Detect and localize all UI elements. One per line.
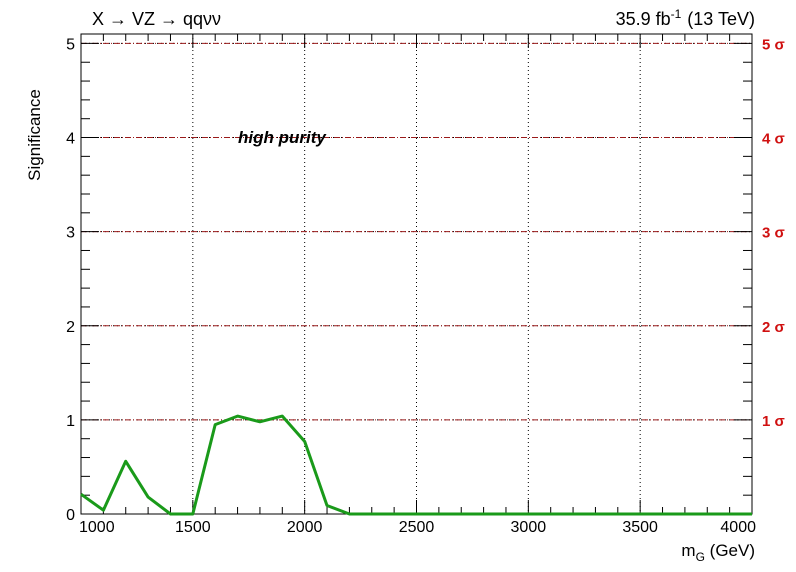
sigma-label: 4 σ: [762, 131, 785, 148]
x-tick-label: 3500: [622, 519, 658, 536]
grid-layer: [81, 34, 752, 514]
x-axis-title-sub: G: [696, 550, 705, 564]
sigma-lines: [81, 42, 752, 421]
y-tick-label: 3: [66, 225, 75, 242]
sigma-label: 1 σ: [762, 413, 785, 430]
y-tick-label: 4: [66, 131, 75, 148]
energy-label: (13 TeV): [687, 9, 755, 29]
y-tick-label: 0: [66, 507, 75, 524]
lumi-value: 35.9 fb: [616, 9, 671, 29]
x-axis-title-unit: (GeV): [705, 541, 755, 560]
x-axis-title-main: m: [681, 541, 695, 560]
lumi-label: 35.9 fb-1 (13 TeV): [616, 7, 755, 29]
x-tick-label: 2500: [399, 519, 435, 536]
series-layer: [80, 414, 752, 516]
purity-annotation: high purity: [238, 128, 327, 147]
sigma-label: 3 σ: [762, 225, 785, 242]
y-tick-label: 2: [66, 319, 75, 336]
y-tick-label: 5: [66, 36, 75, 53]
chart-title: X → VZ → qqνν: [92, 9, 221, 29]
x-tick-label: 3000: [511, 519, 547, 536]
x-tick-label: 1000: [79, 519, 115, 536]
x-tick-label: 4000: [720, 519, 756, 536]
lumi-unit-exponent: -1: [671, 7, 682, 21]
y-tick-label: 1: [66, 413, 75, 430]
sigma-label: 5 σ: [762, 36, 785, 53]
x-axis-title: mG (GeV): [681, 541, 755, 564]
x-tick-label: 1500: [175, 519, 211, 536]
y-axis-title: Significance: [25, 89, 44, 181]
significance-series-line: [80, 414, 752, 516]
axis-ticks: [80, 34, 753, 515]
x-tick-label: 2000: [287, 519, 323, 536]
sigma-label: 2 σ: [762, 319, 785, 336]
tick-labels: 1000 1500 2000 2500 3000 3500 4000 0 1 2 3 4 5 1 σ 2 σ…: [66, 36, 785, 536]
